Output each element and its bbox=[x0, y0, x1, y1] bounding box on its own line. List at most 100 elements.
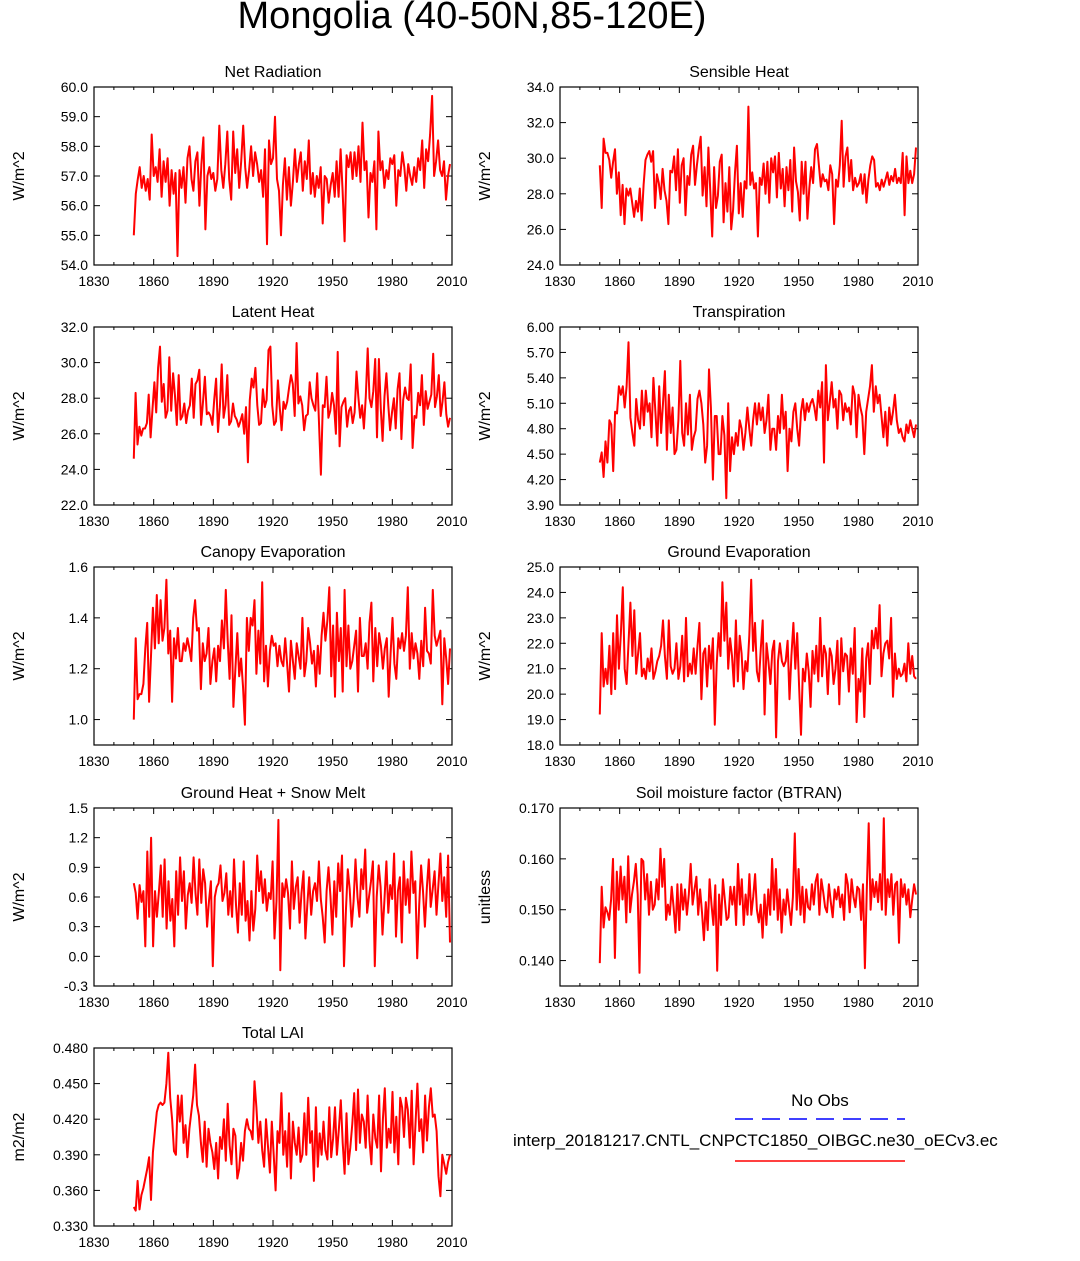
x-tick-label: 1980 bbox=[377, 513, 408, 529]
y-tick-label: 0.420 bbox=[53, 1111, 88, 1127]
x-tick-label: 2010 bbox=[902, 513, 933, 529]
panel-title: Ground Heat + Snow Melt bbox=[181, 785, 366, 802]
y-tick-label: 4.50 bbox=[527, 446, 554, 462]
panel-title: Sensible Heat bbox=[689, 64, 789, 81]
panel: Net Radiation W/m^2 1830 1860 1890 1920 1950 19… bbox=[11, 64, 468, 289]
x-tick-label: 1950 bbox=[783, 273, 814, 289]
x-tick-label: 1830 bbox=[544, 753, 575, 769]
y-tick-label: 24.0 bbox=[527, 257, 554, 273]
panel-title: Net Radiation bbox=[225, 64, 322, 81]
x-tick-label: 2010 bbox=[436, 273, 467, 289]
panel-title: Ground Evaporation bbox=[667, 544, 810, 561]
x-tick-label: 1890 bbox=[198, 994, 229, 1010]
y-tick-label: 34.0 bbox=[527, 79, 554, 95]
x-tick-label: 1950 bbox=[783, 753, 814, 769]
y-tick-label: 0.160 bbox=[519, 851, 554, 867]
x-tick-label: 1830 bbox=[78, 513, 109, 529]
x-tick-label: 1980 bbox=[377, 753, 408, 769]
series-line bbox=[132, 94, 451, 258]
y-tick-label: 20.0 bbox=[527, 686, 554, 702]
x-tick-label: 1950 bbox=[317, 513, 348, 529]
plot-frame bbox=[93, 1047, 453, 1227]
plot-frame bbox=[559, 86, 919, 266]
series-line bbox=[132, 1051, 451, 1212]
legend-obs-label: No Obs bbox=[791, 1091, 849, 1110]
panel-title: Soil moisture factor (BTRAN) bbox=[636, 785, 842, 802]
x-tick-label: 1980 bbox=[843, 753, 874, 769]
y-tick-label: 1.2 bbox=[69, 661, 89, 677]
x-tick-label: 1980 bbox=[377, 1234, 408, 1250]
x-tick-label: 1920 bbox=[723, 994, 754, 1010]
y-tick-label: 24.0 bbox=[61, 461, 88, 477]
plot-frame bbox=[93, 566, 453, 746]
y-tick-label: 54.0 bbox=[61, 257, 88, 273]
legend-model-label: interp_20181217.CNTL_CNPCTC1850_OIBGC.ne… bbox=[513, 1131, 998, 1150]
y-axis-label: W/m^2 bbox=[11, 391, 28, 440]
x-tick-label: 1830 bbox=[544, 994, 575, 1010]
x-tick-label: 1950 bbox=[783, 994, 814, 1010]
x-tick-label: 1920 bbox=[257, 273, 288, 289]
x-tick-label: 1890 bbox=[198, 1234, 229, 1250]
y-tick-label: 0.6 bbox=[69, 889, 89, 905]
y-tick-label: 0.360 bbox=[53, 1182, 88, 1198]
panel-title: Transpiration bbox=[693, 304, 786, 321]
x-tick-label: 1860 bbox=[138, 273, 169, 289]
y-tick-label: 0.390 bbox=[53, 1147, 88, 1163]
y-tick-label: 3.90 bbox=[527, 497, 554, 513]
y-tick-label: 57.0 bbox=[61, 168, 88, 184]
plot-frame bbox=[93, 86, 453, 266]
panel: Canopy Evaporation W/m^2 1830 1860 1890 1920 1… bbox=[11, 544, 468, 769]
x-tick-label: 1950 bbox=[317, 1234, 348, 1250]
x-tick-label: 1950 bbox=[317, 753, 348, 769]
y-tick-label: 19.0 bbox=[527, 712, 554, 728]
x-tick-label: 2010 bbox=[436, 753, 467, 769]
y-tick-label: 23.0 bbox=[527, 610, 554, 626]
series-line bbox=[132, 818, 451, 972]
plot-frame bbox=[93, 807, 453, 987]
x-tick-label: 2010 bbox=[436, 513, 467, 529]
x-tick-label: 1860 bbox=[604, 994, 635, 1010]
x-tick-label: 1920 bbox=[257, 994, 288, 1010]
series-line bbox=[598, 341, 917, 500]
x-tick-label: 1920 bbox=[723, 273, 754, 289]
y-tick-label: 0.3 bbox=[69, 919, 89, 935]
panel: Soil moisture factor (BTRAN) unitless 1830… bbox=[477, 785, 934, 1010]
y-tick-label: 1.2 bbox=[69, 830, 89, 846]
panel: Total LAI m2/m2 1830 1860 1890 1920 1950 1980 20… bbox=[11, 1025, 468, 1250]
x-tick-label: 1980 bbox=[843, 994, 874, 1010]
x-tick-label: 1860 bbox=[604, 753, 635, 769]
y-axis-label: m2/m2 bbox=[11, 1112, 28, 1161]
y-tick-label: 0.0 bbox=[69, 948, 89, 964]
x-tick-label: 2010 bbox=[902, 753, 933, 769]
y-axis-label: W/m^2 bbox=[477, 631, 494, 680]
y-tick-label: 18.0 bbox=[527, 737, 554, 753]
x-tick-label: 2010 bbox=[902, 273, 933, 289]
y-tick-label: 0.480 bbox=[53, 1040, 88, 1056]
panel-title: Total LAI bbox=[242, 1025, 304, 1042]
series-line bbox=[598, 105, 917, 238]
y-tick-label: 26.0 bbox=[61, 426, 88, 442]
y-tick-label: 28.0 bbox=[527, 186, 554, 202]
panel: Transpiration W/m^2 1830 1860 1890 1920 1950 19… bbox=[477, 304, 934, 529]
x-tick-label: 1890 bbox=[664, 994, 695, 1010]
x-tick-label: 1860 bbox=[604, 273, 635, 289]
y-tick-label: 1.5 bbox=[69, 800, 89, 816]
y-tick-label: 30.0 bbox=[527, 150, 554, 166]
plot-frame bbox=[93, 326, 453, 506]
y-tick-label: 4.20 bbox=[527, 472, 554, 488]
x-tick-label: 1920 bbox=[723, 753, 754, 769]
x-tick-label: 1860 bbox=[138, 753, 169, 769]
y-tick-label: 59.0 bbox=[61, 109, 88, 125]
x-tick-label: 1890 bbox=[198, 753, 229, 769]
y-tick-label: 32.0 bbox=[61, 319, 88, 335]
legend: No Obs interp_20181217.CNTL_CNPCTC1850_O… bbox=[513, 1091, 998, 1162]
plot-frame bbox=[559, 326, 919, 506]
x-tick-label: 1980 bbox=[377, 994, 408, 1010]
series-line bbox=[132, 578, 451, 726]
x-tick-label: 1920 bbox=[257, 513, 288, 529]
x-tick-label: 2010 bbox=[902, 994, 933, 1010]
x-tick-label: 1830 bbox=[78, 753, 109, 769]
y-tick-label: 0.150 bbox=[519, 902, 554, 918]
y-tick-label: 1.4 bbox=[69, 610, 89, 626]
x-tick-label: 1890 bbox=[664, 753, 695, 769]
